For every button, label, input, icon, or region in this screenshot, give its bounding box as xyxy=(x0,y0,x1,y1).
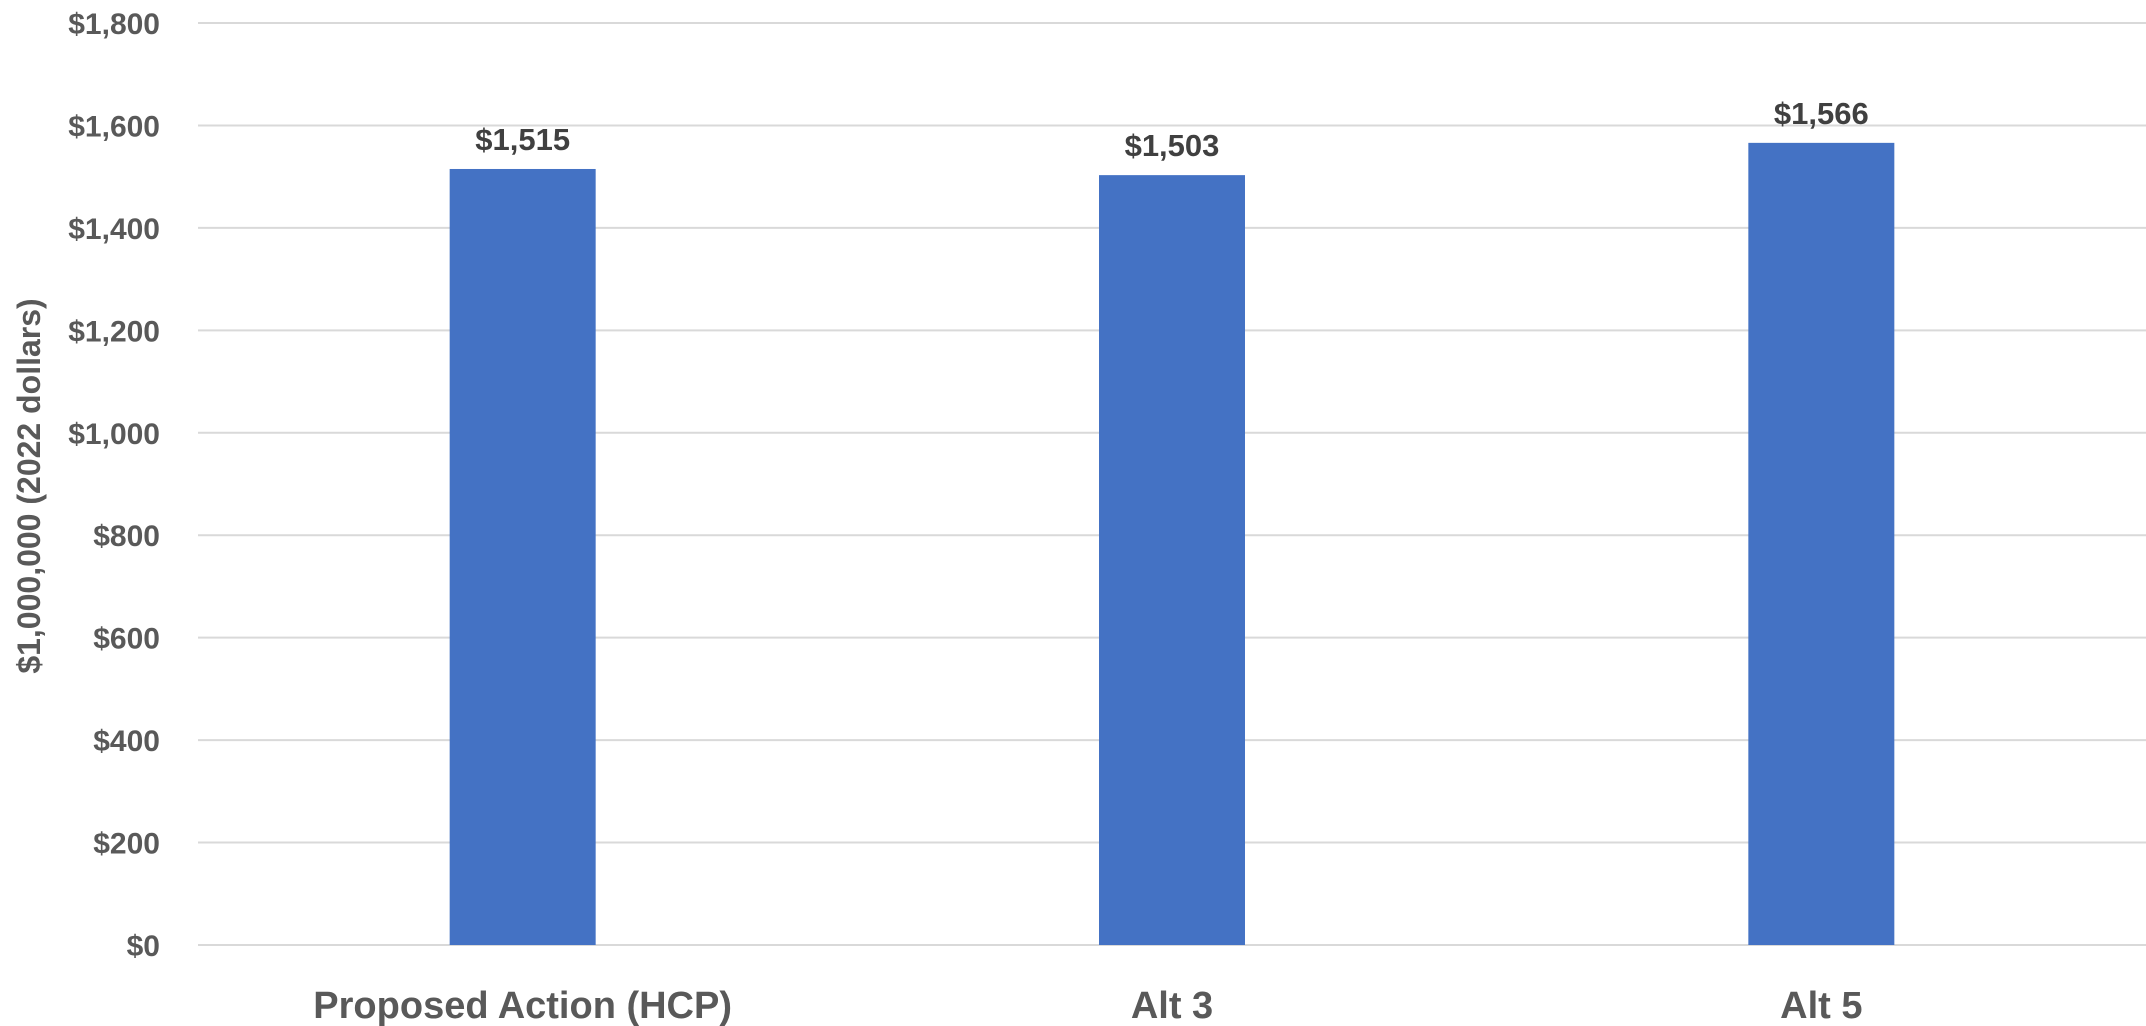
y-axis-label: $1,000,000 (2022 dollars) xyxy=(11,298,47,673)
bar xyxy=(1748,142,1895,946)
x-tick-label: Alt 3 xyxy=(1131,985,1213,1026)
y-tick-label: $1,600 xyxy=(68,110,160,143)
y-axis-ticks: $0 $200 $400 $600 $800 $1,000 $1,200 $1,400 $1,6… xyxy=(68,8,160,963)
y-tick-label: $1,200 xyxy=(68,315,160,348)
y-tick-label: $600 xyxy=(93,623,160,656)
x-tick-label: Alt 5 xyxy=(1780,985,1862,1026)
y-tick-label: $1,000 xyxy=(68,418,160,451)
bars xyxy=(449,142,1895,946)
data-label: $1,503 xyxy=(1125,128,1220,163)
y-tick-label: $400 xyxy=(93,725,160,758)
bar xyxy=(1099,175,1245,945)
data-label: $1,515 xyxy=(475,122,570,157)
data-labels: $1,515 $1,503 $1,566 xyxy=(475,96,1868,163)
data-label: $1,566 xyxy=(1774,96,1869,131)
x-axis-ticks: Proposed Action (HCP) Alt 3 Alt 5 xyxy=(313,985,1862,1026)
y-tick-label: $0 xyxy=(127,930,160,963)
y-tick-label: $200 xyxy=(93,828,160,861)
bar xyxy=(449,168,596,945)
y-tick-label: $1,800 xyxy=(68,8,160,41)
y-tick-label: $800 xyxy=(93,520,160,553)
x-tick-label: Proposed Action (HCP) xyxy=(313,985,732,1026)
y-tick-label: $1,400 xyxy=(68,213,160,246)
